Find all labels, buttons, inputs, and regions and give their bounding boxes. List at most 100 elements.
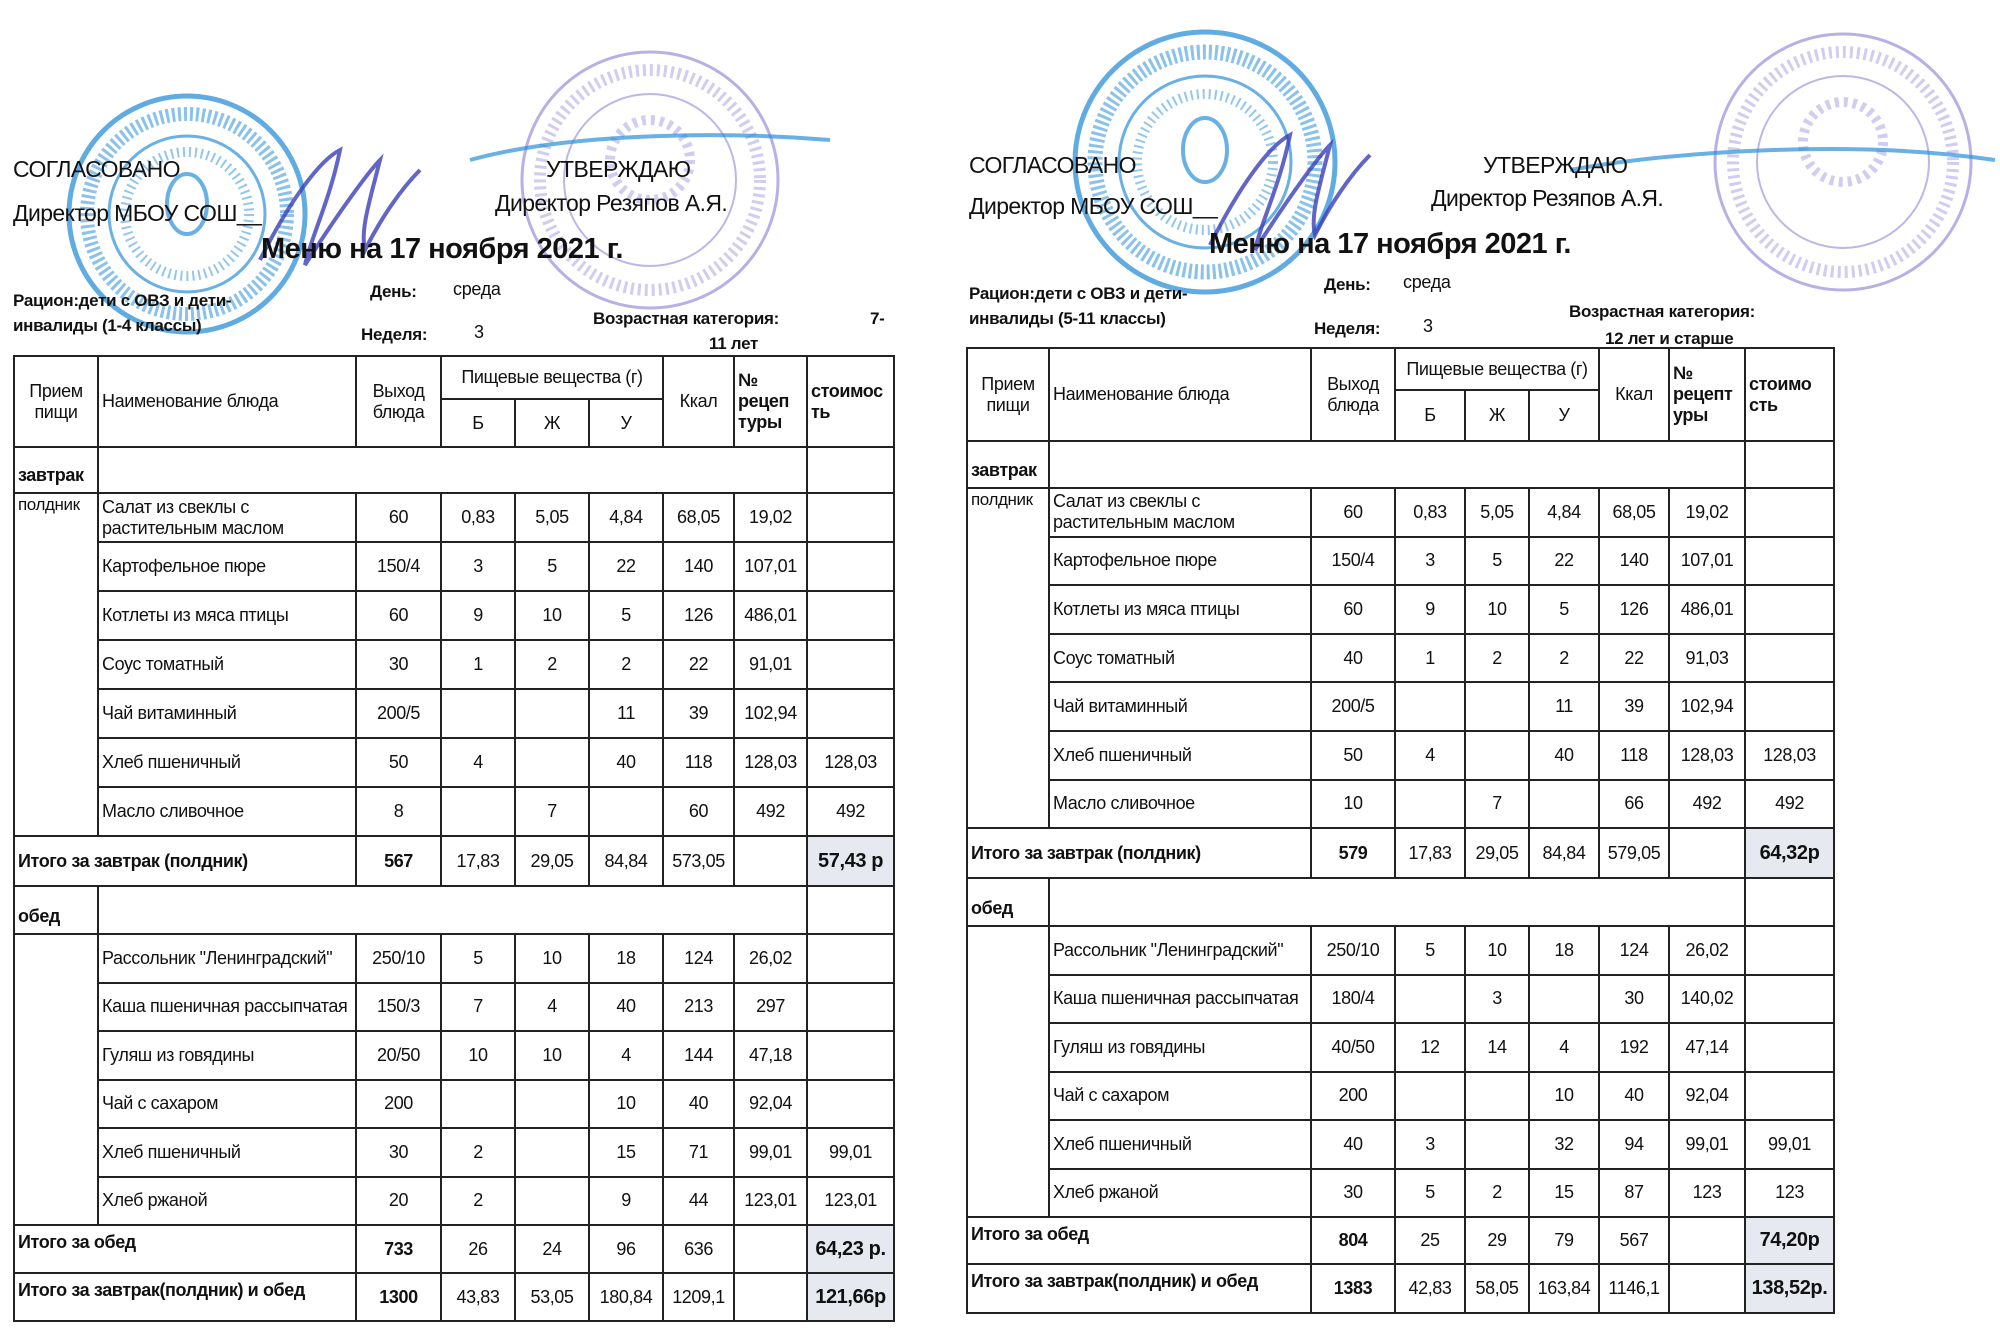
dish-name: Картофельное пюре [1048, 535, 1312, 587]
age-category-label: Возрастная категория: [1569, 302, 1755, 321]
cost [1744, 681, 1836, 732]
total-fat: 29,05 [514, 835, 590, 887]
kcal: 39 [1598, 681, 1671, 732]
header-meal: Прием пищи [13, 355, 99, 448]
kcal: 71 [662, 1127, 736, 1178]
table-row: Котлеты из мяса птицы 60 9 10 5 126 486,01 [967, 584, 1836, 635]
total-protein: 26 [440, 1224, 516, 1274]
kcal: 40 [662, 1078, 736, 1129]
breakfast-total-label: Итого за завтрак (полдник) [966, 827, 1312, 880]
grand-total-yield: 1383 [1310, 1263, 1396, 1315]
recipe-number: 128,03 [1668, 729, 1747, 781]
yield: 50 [1310, 729, 1396, 781]
recipe-number: 26,02 [1668, 925, 1747, 976]
fat [1464, 1119, 1530, 1170]
total-fat: 24 [514, 1224, 590, 1274]
header-fat: Ж [1464, 389, 1530, 442]
yield: 60 [1310, 487, 1396, 538]
stamp-purple-right [1713, 32, 1973, 292]
yield: 30 [1310, 1167, 1396, 1219]
approve-by: Директор Резяпов А.Я. [1431, 185, 1664, 211]
breakfast-total-label: Итого за завтрак (полдник) [13, 835, 357, 887]
table-row: Гуляш из говядины 20/50 10 10 4 144 47,18 [14, 1030, 896, 1081]
yield: 150/4 [355, 541, 442, 592]
fat: 7 [514, 786, 590, 837]
dish-name: Хлеб ржаной [97, 1175, 357, 1226]
yield: 30 [355, 1127, 442, 1178]
carbs: 22 [1527, 535, 1601, 587]
agreed-by: Директор МБОУ СОШ__ [13, 200, 262, 226]
total-yield: 567 [355, 835, 442, 887]
recipe-number: 91,03 [1668, 632, 1747, 684]
meal-label-breakfast: завтрак [13, 446, 99, 494]
yield: 8 [355, 786, 442, 837]
total-row: Итого за обед 733 26 24 96 636 64,23 р. [13, 1224, 896, 1274]
yield: 200/5 [1310, 681, 1396, 732]
dish-name: Хлеб пшеничный [1048, 1119, 1312, 1170]
fat: 3 [1464, 973, 1530, 1025]
protein: 5 [1394, 925, 1466, 976]
total-kcal: 567 [1598, 1216, 1671, 1266]
kcal: 44 [662, 1175, 736, 1226]
table-row: Масло сливочное 8 7 60 492 492 [14, 786, 896, 837]
protein: 5 [1394, 1167, 1466, 1219]
kcal: 192 [1598, 1022, 1671, 1073]
recipe-number: 92,04 [1668, 1070, 1747, 1122]
fat: 5,05 [514, 492, 590, 543]
table-row: Масло сливочное 10 7 66 492 492 [967, 778, 1836, 830]
table-row: Каша пшеничная рассыпчатая 150/3 7 4 40 213 29… [14, 981, 896, 1032]
yield: 60 [355, 590, 442, 641]
protein: 3 [1394, 535, 1466, 587]
carbs: 4,84 [587, 492, 665, 543]
total-kcal: 573,05 [662, 835, 736, 887]
kcal: 94 [1598, 1119, 1671, 1170]
cost [806, 981, 896, 1032]
grand-total-label: Итого за завтрак(полдник) и обед [966, 1263, 1312, 1315]
recipe-number: 102,94 [733, 688, 809, 739]
cost [806, 1078, 896, 1129]
carbs: 11 [587, 688, 665, 739]
blank-cost-cell [806, 446, 896, 494]
protein: 9 [440, 590, 516, 641]
yield: 20/50 [355, 1030, 442, 1081]
header-kcal: Ккал [662, 355, 736, 448]
yield: 150/4 [1310, 535, 1396, 587]
meal-label-lunch: обед [966, 877, 1050, 928]
fat [1464, 681, 1530, 732]
carbs: 5 [587, 590, 665, 641]
recipe-number: 492 [1668, 778, 1747, 830]
cost [806, 639, 896, 690]
grand-total-recipe [1668, 1263, 1747, 1315]
kcal: 66 [1598, 778, 1671, 830]
fat: 4 [514, 981, 590, 1032]
protein: 7 [440, 981, 516, 1032]
carbs: 15 [1527, 1167, 1601, 1219]
protein [440, 688, 516, 739]
table-row: Соус томатный 30 1 2 2 22 91,01 [14, 639, 896, 690]
protein: 4 [440, 737, 516, 788]
fat [514, 1175, 590, 1226]
total-cost: 64,32р [1744, 827, 1836, 880]
carbs: 4,84 [1527, 487, 1601, 538]
cost [1744, 925, 1836, 976]
recipe-number: 99,01 [1668, 1119, 1747, 1170]
yield: 40 [1310, 632, 1396, 684]
table-row: Чай с сахаром 200 10 40 92,04 [967, 1070, 1836, 1122]
dish-name: Каша пшеничная рассыпчатая [1048, 973, 1312, 1025]
fat: 10 [514, 1030, 590, 1081]
kcal: 124 [662, 933, 736, 984]
recipe-number: 99,01 [733, 1127, 809, 1178]
recipe-number: 26,02 [733, 933, 809, 984]
total-kcal: 579,05 [1598, 827, 1671, 880]
recipe-number: 486,01 [733, 590, 809, 641]
fat [1464, 1070, 1530, 1122]
total-protein: 17,83 [1394, 827, 1466, 880]
dish-name: Хлеб пшеничный [97, 1127, 357, 1178]
dish-name: Соус томатный [97, 639, 357, 690]
cost: 123 [1744, 1167, 1836, 1219]
kcal: 22 [662, 639, 736, 690]
protein: 9 [1394, 584, 1466, 635]
cost: 99,01 [806, 1127, 896, 1178]
table-row: полдник Салат из свеклы с растительным ма… [966, 487, 1836, 830]
meal-label-breakfast: завтрак [966, 440, 1050, 489]
